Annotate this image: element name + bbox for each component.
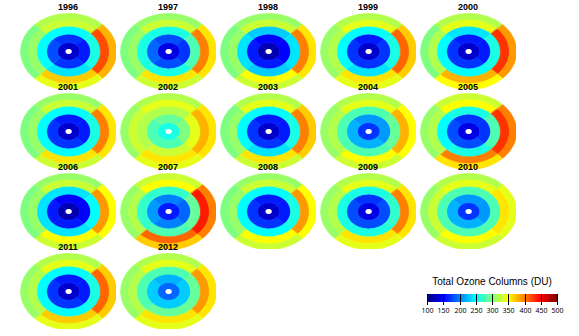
html-text:2012: 2012	[158, 242, 178, 252]
svg-text:200: 200	[454, 306, 466, 315]
html-text:2000: 2000	[458, 2, 478, 12]
svg-text:500: 500	[551, 306, 563, 315]
svg-text:100: 100	[421, 306, 433, 315]
html-text:2008: 2008	[258, 162, 278, 172]
html-text:2003: 2003	[258, 82, 278, 92]
html-text:2010: 2010	[458, 162, 478, 172]
html-text:2004: 2004	[358, 82, 378, 92]
html-text:2009: 2009	[358, 162, 378, 172]
html-text:Total Ozone Columns (DU): Total Ozone Columns (DU)	[432, 276, 552, 287]
svg-text:450: 450	[535, 306, 547, 315]
html-text:1998: 1998	[258, 2, 278, 12]
svg-text:350: 350	[502, 306, 514, 315]
html-text:2005: 2005	[458, 82, 478, 92]
html-text:2007: 2007	[158, 162, 178, 172]
html-text:1999: 1999	[358, 2, 378, 12]
svg-text:150: 150	[437, 306, 449, 315]
html-text:1996: 1996	[58, 2, 78, 12]
html-text:2011: 2011	[58, 242, 78, 252]
svg-text:250: 250	[470, 306, 482, 315]
html-text:2006: 2006	[58, 162, 78, 172]
html-text:2001: 2001	[58, 82, 78, 92]
html-text:1997: 1997	[158, 2, 178, 12]
svg-text:400: 400	[519, 306, 531, 315]
svg-text:300: 300	[486, 306, 498, 315]
html-text:2002: 2002	[158, 82, 178, 92]
